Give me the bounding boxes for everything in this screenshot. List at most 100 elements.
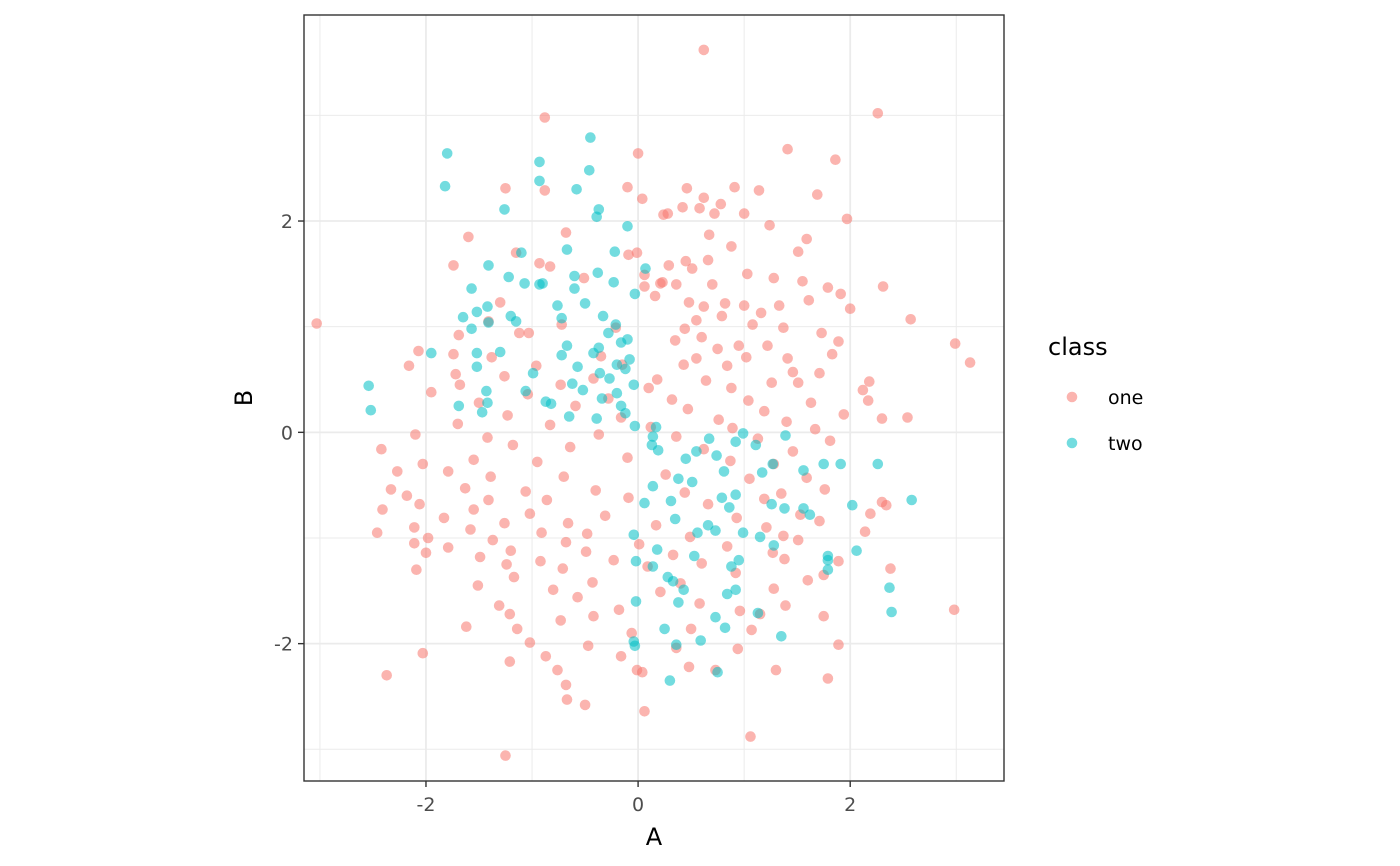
- data-point-one: [413, 345, 424, 357]
- data-point-one: [949, 338, 961, 349]
- x-tick-label: -2: [416, 794, 435, 816]
- data-point-one: [792, 246, 804, 257]
- data-point-one: [678, 359, 689, 371]
- data-point-one: [499, 517, 510, 529]
- data-point-two: [647, 431, 659, 442]
- data-point-one: [558, 471, 570, 483]
- data-point-one: [782, 353, 793, 364]
- data-point-one: [781, 416, 792, 428]
- data-point-one: [814, 515, 825, 527]
- data-point-one: [474, 551, 486, 563]
- data-point-one: [745, 731, 756, 742]
- data-point-one: [311, 318, 323, 329]
- data-point-one: [417, 647, 429, 659]
- data-point-one: [792, 534, 804, 546]
- data-point-one: [590, 485, 601, 496]
- data-point-one: [557, 563, 569, 574]
- data-point-one: [716, 310, 728, 322]
- data-point-one: [657, 277, 668, 288]
- data-point-two: [591, 211, 602, 223]
- data-point-one: [770, 664, 782, 676]
- data-point-one: [599, 510, 611, 522]
- data-point-two: [673, 597, 684, 608]
- data-point-two: [779, 503, 790, 514]
- legend-label-one: one: [1108, 387, 1143, 409]
- data-point-one: [637, 193, 648, 205]
- data-point-one: [905, 314, 916, 325]
- data-point-one: [448, 348, 459, 360]
- data-point-one: [544, 261, 556, 272]
- data-point-two: [652, 445, 664, 456]
- data-point-one: [733, 340, 745, 352]
- data-point-one: [948, 604, 960, 616]
- data-point-one: [507, 439, 519, 451]
- data-point-two: [476, 407, 488, 418]
- data-point-one: [778, 530, 789, 542]
- data-point-two: [628, 636, 640, 647]
- data-point-two: [534, 279, 545, 290]
- data-point-two: [471, 361, 483, 373]
- data-point-one: [580, 546, 592, 557]
- data-point-one: [679, 323, 691, 335]
- data-point-one: [409, 538, 420, 549]
- data-point-two: [466, 323, 477, 335]
- data-point-one: [570, 400, 581, 412]
- data-point-one: [782, 143, 793, 155]
- data-point-two: [471, 306, 483, 318]
- data-point-two: [678, 584, 689, 596]
- data-point-one: [461, 621, 472, 632]
- data-point-one: [560, 679, 572, 691]
- data-point-one: [486, 352, 498, 363]
- data-point-one: [505, 545, 517, 556]
- data-point-one: [650, 520, 662, 531]
- data-point-one: [698, 44, 710, 56]
- data-point-one: [732, 643, 744, 655]
- data-point-one: [838, 409, 850, 420]
- y-axis-ticks: -2 0 2: [274, 211, 304, 656]
- data-point-one: [741, 352, 752, 363]
- data-point-two: [630, 555, 642, 567]
- data-point-two: [620, 408, 631, 419]
- data-point-one: [841, 213, 853, 225]
- data-point-one: [422, 532, 434, 544]
- x-tick-label: 0: [632, 794, 644, 816]
- legend-title: class: [1048, 333, 1108, 361]
- data-point-two: [556, 349, 567, 361]
- data-point-one: [376, 443, 387, 455]
- data-point-two: [719, 622, 731, 634]
- data-point-one: [865, 508, 876, 519]
- data-point-one: [502, 410, 513, 421]
- data-point-one: [442, 542, 454, 553]
- data-point-one: [698, 301, 710, 312]
- data-point-one: [683, 661, 695, 673]
- data-point-one: [448, 260, 459, 271]
- data-point-two: [567, 378, 578, 390]
- data-point-one: [802, 575, 814, 586]
- data-point-two: [886, 606, 897, 618]
- data-point-one: [524, 637, 536, 648]
- data-point-two: [591, 413, 602, 424]
- data-point-one: [540, 651, 552, 662]
- data-point-one: [442, 466, 454, 477]
- data-point-one: [561, 694, 573, 705]
- data-point-two: [835, 458, 846, 470]
- data-point-one: [631, 247, 643, 258]
- data-point-two: [609, 246, 621, 257]
- data-point-two: [608, 277, 619, 288]
- data-point-two: [520, 385, 531, 397]
- data-point-two: [695, 635, 706, 646]
- data-point-two: [718, 466, 730, 477]
- data-point-one: [666, 394, 678, 405]
- data-point-one: [833, 555, 844, 567]
- data-point-two: [711, 450, 722, 461]
- legend-label-two: two: [1108, 433, 1143, 455]
- data-point-one: [639, 706, 650, 717]
- data-point-one: [766, 377, 777, 389]
- data-point-one: [761, 522, 772, 533]
- data-point-two: [569, 270, 580, 282]
- data-point-one: [671, 279, 682, 290]
- data-point-one: [753, 185, 765, 196]
- data-point-one: [655, 586, 666, 598]
- data-point-one: [633, 539, 645, 550]
- data-point-two: [571, 184, 582, 195]
